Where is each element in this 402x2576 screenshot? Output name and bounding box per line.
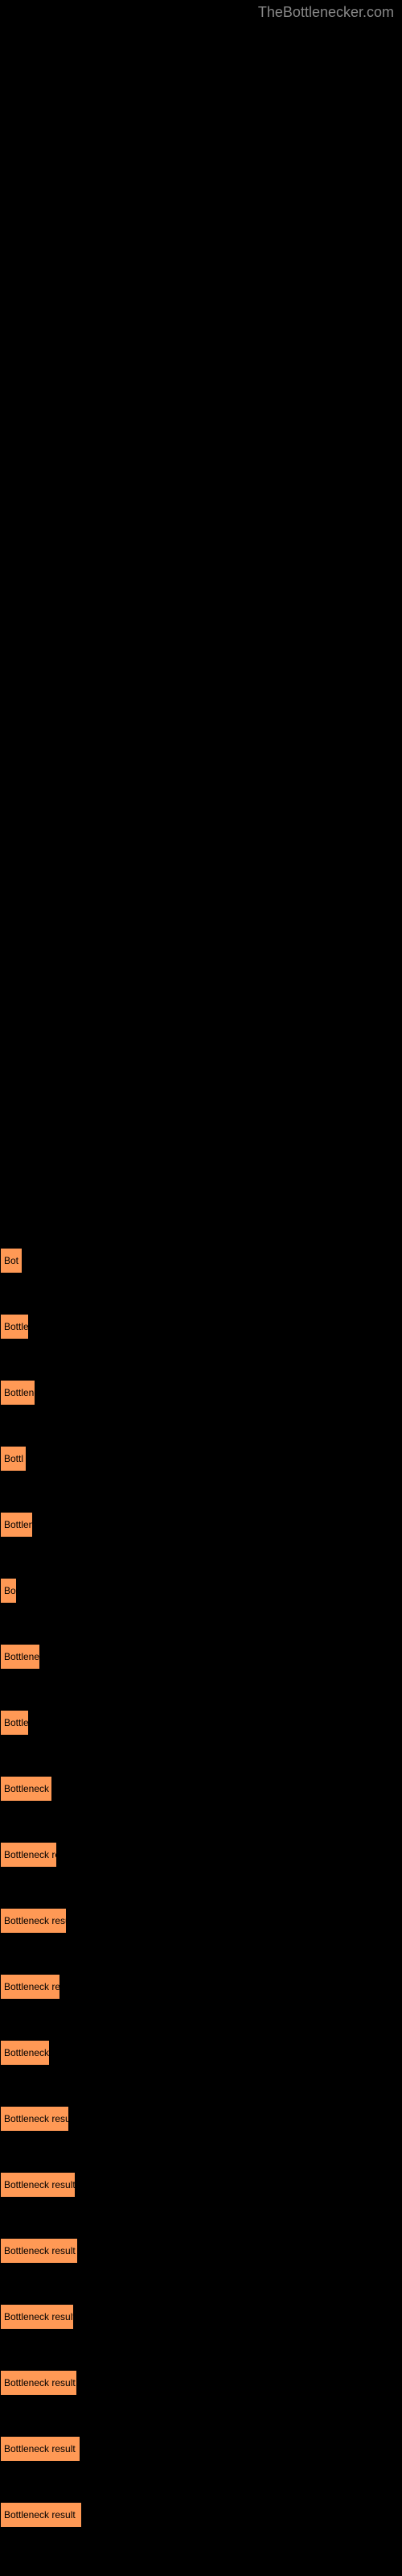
bar-row: Bottleneck result: [0, 1908, 402, 1974]
chart-bar: Bottleneck result: [0, 2502, 82, 2528]
bar-row: Bottleneck resu: [0, 1974, 402, 2040]
bar-row: Bottle: [0, 1710, 402, 1776]
bar-row: Bottleneck result: [0, 2370, 402, 2436]
chart-bar: Bottlen: [0, 1512, 33, 1538]
chart-bar: Bottl: [0, 1446, 27, 1472]
bar-row: Bottl: [0, 1446, 402, 1512]
chart-bar: Bottleneck result: [0, 2436, 80, 2462]
bar-row: Bottleneck result: [0, 2304, 402, 2370]
bar-chart: Bot Bottle Bottlene Bottl Bottlen Bo Bottlenec…: [0, 1248, 402, 2568]
chart-bar: Bottleneck result: [0, 2304, 74, 2330]
bar-row: Bottleneck r: [0, 2040, 402, 2106]
chart-bar: Bo: [0, 1578, 17, 1604]
bar-row: Bottlenec: [0, 1644, 402, 1710]
chart-bar: Bottleneck result: [0, 2172, 76, 2198]
chart-bar: Bottle: [0, 1710, 29, 1736]
bar-row: Bottleneck result: [0, 2502, 402, 2568]
chart-bar: Bottle: [0, 1314, 29, 1340]
bar-row: Bottlen: [0, 1512, 402, 1578]
bar-row: Bottleneck result: [0, 2172, 402, 2238]
bar-row: Bot: [0, 1248, 402, 1314]
chart-bar: Bottlenec: [0, 1644, 40, 1670]
chart-bar: Bottleneck re: [0, 1776, 52, 1802]
chart-bar: Bottleneck resu: [0, 1974, 60, 2000]
chart-bar: Bottlene: [0, 1380, 35, 1406]
chart-bar: Bottleneck result: [0, 1908, 67, 1934]
bar-row: Bottleneck result: [0, 2106, 402, 2172]
chart-bar: Bottleneck result: [0, 2106, 69, 2132]
bar-row: Bottleneck re: [0, 1776, 402, 1842]
bar-row: Bottleneck result: [0, 2436, 402, 2502]
bar-row: Bottleneck result: [0, 2238, 402, 2304]
watermark-text: TheBottlenecker.com: [258, 4, 394, 21]
chart-bar: Bot: [0, 1248, 23, 1274]
bar-row: Bottlene: [0, 1380, 402, 1446]
bar-row: Bottle: [0, 1314, 402, 1380]
chart-bar: Bottleneck result: [0, 2238, 78, 2264]
chart-bar: Bottleneck res: [0, 1842, 57, 1868]
chart-bar: Bottleneck result: [0, 2370, 77, 2396]
bar-row: Bottleneck res: [0, 1842, 402, 1908]
bar-row: Bo: [0, 1578, 402, 1644]
chart-bar: Bottleneck r: [0, 2040, 50, 2066]
